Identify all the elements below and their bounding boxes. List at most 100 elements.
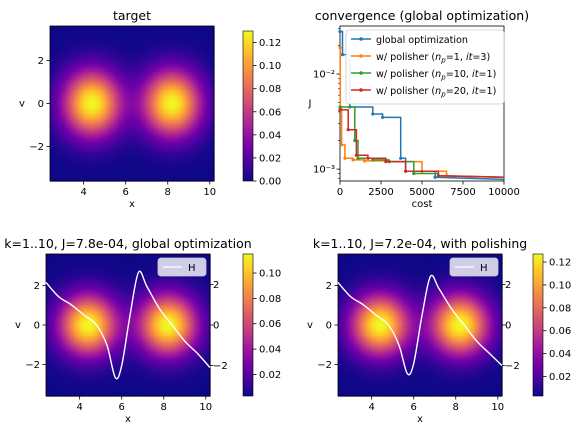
heatmap-cell	[56, 161, 60, 165]
heatmap-cell	[71, 139, 74, 143]
heatmap-cell	[50, 69, 53, 73]
heatmap-cell	[56, 59, 60, 63]
heatmap-cell	[66, 134, 70, 138]
heatmap-cell	[54, 166, 57, 170]
heatmap-cell	[77, 101, 81, 105]
heatmap-cell	[56, 137, 60, 141]
heatmap-cell	[60, 168, 64, 172]
heatmap-cell	[50, 50, 53, 54]
heatmap-cell	[87, 47, 91, 51]
heatmap-cell	[83, 96, 87, 100]
heatmap-cell	[58, 30, 62, 34]
heatmap-cell	[62, 168, 66, 172]
heatmap-cell	[60, 67, 64, 71]
heatmap-cell	[54, 35, 57, 39]
heatmap-cell	[60, 98, 64, 102]
heatmap-cell	[66, 26, 70, 30]
heatmap-cell	[50, 79, 53, 83]
heatmap-cell	[52, 45, 55, 49]
heatmap-cell	[77, 103, 81, 107]
heatmap-cell	[83, 171, 87, 175]
heatmap-cell	[58, 52, 62, 56]
heatmap-cell	[75, 84, 78, 88]
heatmap-cell	[83, 33, 87, 37]
heatmap-cell	[87, 113, 91, 117]
heatmap-cell	[71, 30, 74, 34]
heatmap-cell	[85, 40, 89, 44]
heatmap-cell	[64, 108, 68, 112]
heatmap-cell	[83, 57, 87, 61]
heatmap-cell	[75, 142, 78, 146]
heatmap-cell	[81, 91, 85, 95]
heatmap-cell	[68, 115, 72, 119]
heatmap-cell	[56, 132, 60, 136]
heatmap-cell	[87, 130, 91, 134]
heatmap-cell	[83, 81, 87, 85]
heatmap-cell	[54, 81, 57, 85]
heatmap-cell	[64, 105, 68, 109]
heatmap-cell	[64, 127, 68, 131]
heatmap-cell	[87, 103, 91, 107]
heatmap-cell	[81, 156, 85, 160]
heatmap-cell	[50, 98, 53, 102]
heatmap-cell	[60, 161, 64, 165]
heatmap-cell	[64, 72, 68, 76]
heatmap-cell	[54, 113, 57, 117]
heatmap-cell	[71, 110, 74, 114]
heatmap-cell	[73, 30, 76, 34]
heatmap-cell	[75, 132, 78, 136]
heatmap-cell	[62, 103, 66, 107]
heatmap-cell	[73, 161, 76, 165]
heatmap-cell	[58, 57, 62, 61]
heatmap-cell	[68, 38, 72, 42]
heatmap-cell	[66, 33, 70, 37]
heatmap-cell	[58, 28, 62, 32]
heatmap-cell	[56, 144, 60, 148]
heatmap-cell	[79, 176, 83, 180]
heatmap-cell	[66, 76, 70, 80]
heatmap-cell	[79, 113, 83, 117]
heatmap-cell	[58, 168, 62, 172]
heatmap-cell	[81, 98, 85, 102]
heatmap-cell	[68, 120, 72, 124]
heatmap-cell	[68, 67, 72, 71]
heatmap-cell	[62, 96, 66, 100]
heatmap-cell	[75, 40, 78, 44]
heatmap-cell	[83, 105, 87, 109]
heatmap-cell	[73, 142, 76, 146]
heatmap-cell	[62, 149, 66, 153]
heatmap-cell	[52, 67, 55, 71]
heatmap-cell	[54, 161, 57, 165]
heatmap-cell	[87, 28, 91, 32]
heatmap-cell	[85, 38, 89, 42]
heatmap-cell	[58, 154, 62, 158]
heatmap-cell	[68, 154, 72, 158]
heatmap-cell	[85, 132, 89, 136]
heatmap-cell	[60, 149, 64, 153]
heatmap-cell	[58, 86, 62, 90]
heatmap-cell	[56, 108, 60, 112]
heatmap-cell	[81, 45, 85, 49]
heatmap-cell	[66, 147, 70, 151]
heatmap-cell	[75, 161, 78, 165]
heatmap-cell	[64, 64, 68, 68]
heatmap-cell	[50, 30, 53, 34]
heatmap-cell	[68, 93, 72, 97]
heatmap-cell	[85, 137, 89, 141]
heatmap-cell	[54, 47, 57, 51]
heatmap-cell	[60, 137, 64, 141]
heatmap-cell	[62, 93, 66, 97]
heatmap-cell	[83, 113, 87, 117]
heatmap-cell	[71, 115, 74, 119]
heatmap-cell	[73, 122, 76, 126]
heatmap-cell	[50, 64, 53, 68]
heatmap-cell	[64, 132, 68, 136]
heatmap-cell	[85, 105, 89, 109]
heatmap-cell	[60, 173, 64, 177]
heatmap-cell	[81, 84, 85, 88]
heatmap-cell	[75, 125, 78, 129]
heatmap-cell	[54, 79, 57, 83]
heatmap-cell	[64, 178, 68, 182]
heatmap-cell	[85, 144, 89, 148]
heatmap-cell	[60, 91, 64, 95]
